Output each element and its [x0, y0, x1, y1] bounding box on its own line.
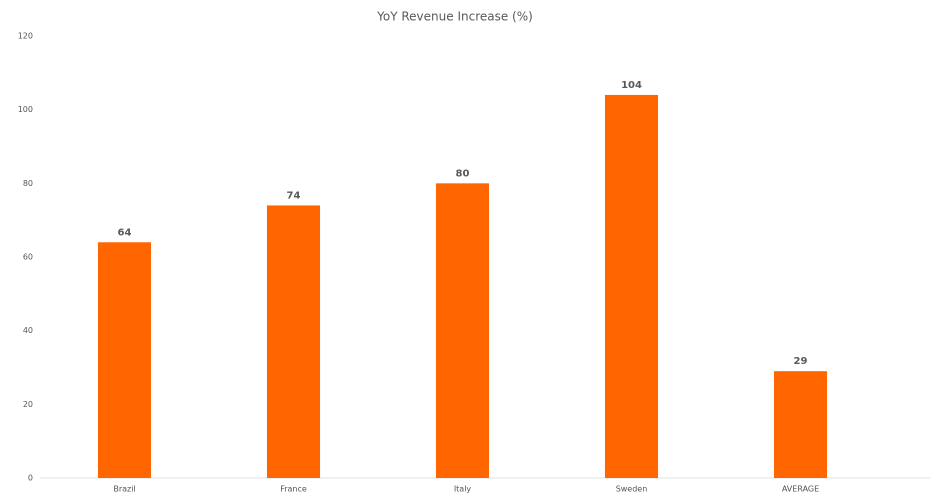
- data-label: 64: [118, 227, 132, 238]
- bar: [773, 371, 828, 478]
- y-tick-label: 20: [23, 400, 33, 409]
- data-label: 29: [794, 356, 808, 367]
- y-tick-label: 60: [23, 253, 33, 262]
- x-tick-label: Italy: [454, 485, 472, 494]
- chart-title: YoY Revenue Increase (%): [376, 10, 533, 24]
- x-tick-label: AVERAGE: [782, 485, 819, 494]
- y-tick-label: 40: [23, 326, 33, 335]
- data-label: 80: [456, 168, 470, 179]
- x-tick-label: Sweden: [616, 485, 648, 494]
- bar: [604, 94, 659, 478]
- data-label: 74: [287, 190, 301, 201]
- y-tick-label: 120: [18, 32, 33, 41]
- x-tick-label: France: [280, 485, 307, 494]
- bar: [97, 242, 152, 478]
- data-label: 104: [621, 80, 642, 91]
- x-tick-label: Brazil: [113, 485, 135, 494]
- y-tick-label: 100: [18, 105, 33, 114]
- y-tick-label: 80: [23, 179, 33, 188]
- bar: [435, 183, 490, 479]
- bar: [266, 205, 321, 478]
- y-tick-label: 0: [28, 474, 33, 483]
